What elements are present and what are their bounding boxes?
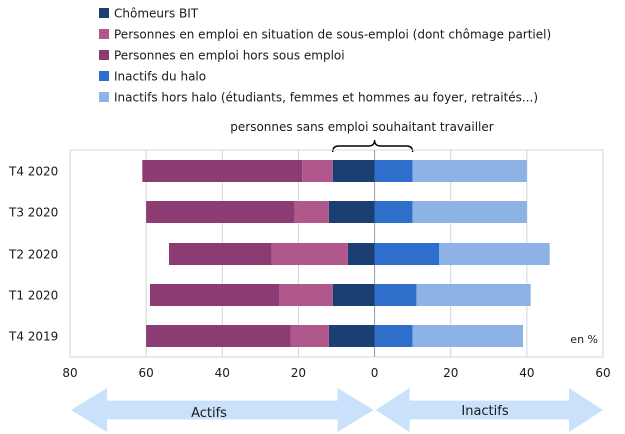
legend-entry: Personnes en emploi hors sous emploi <box>114 49 345 63</box>
category-labels: T4 2020 T3 2020 T2 2020 T1 2020 T4 2019 <box>8 165 58 344</box>
bar-segment <box>412 325 524 347</box>
bar-segment <box>332 284 375 306</box>
legend-swatch <box>99 8 109 18</box>
plot-area <box>69 149 604 358</box>
bar-segment <box>279 284 333 306</box>
bar-segment <box>271 243 348 265</box>
legend-entry: Inactifs hors halo (étudiants, femmes et… <box>114 91 538 105</box>
category-label: T4 2020 <box>8 165 58 179</box>
x-tick-label: 40 <box>519 366 534 380</box>
unit-label: en % <box>570 333 598 346</box>
plot-border <box>69 149 604 358</box>
bar-segment <box>374 284 417 306</box>
bar-segment <box>168 243 272 265</box>
x-tick-label: 0 <box>371 366 379 380</box>
category-label: T1 2020 <box>8 289 58 303</box>
bar-segment <box>347 243 375 265</box>
bar-segment <box>149 284 280 306</box>
bar-segment <box>146 201 295 223</box>
actifs-label: Actifs <box>191 406 227 421</box>
bar-segment <box>374 201 413 223</box>
inactifs-label: Inactifs <box>461 404 508 419</box>
bar-segment <box>374 243 440 265</box>
x-tick-labels: 80 60 40 20 0 20 40 60 <box>62 366 610 380</box>
bar-segment <box>328 201 375 223</box>
bar-segment <box>374 160 413 182</box>
bar-segment <box>142 160 303 182</box>
category-label: T4 2019 <box>8 330 58 344</box>
bars <box>142 160 550 347</box>
inactifs-arrow <box>375 388 603 432</box>
brace-annotation: personnes sans emploi souhaitant travail… <box>230 120 494 153</box>
bar-segment <box>146 325 291 347</box>
x-tick-label: 40 <box>215 366 230 380</box>
bar-segment <box>412 160 527 182</box>
bar-segment <box>332 160 375 182</box>
legend-swatch <box>99 29 109 39</box>
bar-segment <box>290 325 329 347</box>
legend-entry: Inactifs du halo <box>114 70 206 84</box>
x-tick-label: 60 <box>595 366 610 380</box>
bar-segment <box>294 201 329 223</box>
bar-segment <box>302 160 333 182</box>
x-tick-label: 20 <box>291 366 306 380</box>
bar-segment <box>412 201 527 223</box>
bar-segment <box>374 325 413 347</box>
category-label: T2 2020 <box>8 248 58 262</box>
legend-swatch <box>99 71 109 81</box>
x-tick-label: 20 <box>443 366 458 380</box>
legend-entry: Personnes en emploi en situation de sous… <box>114 28 551 42</box>
bar-segment <box>416 284 531 306</box>
legend-swatch <box>99 92 109 102</box>
legend-swatch <box>99 50 109 60</box>
side-arrows: Actifs Inactifs <box>71 388 603 432</box>
actifs-arrow <box>71 388 374 432</box>
bar-segment <box>328 325 375 347</box>
bar-segment <box>439 243 550 265</box>
legend-entry: Chômeurs BIT <box>114 7 199 21</box>
legend: Chômeurs BIT Personnes en emploi en situa… <box>99 7 551 105</box>
x-tick-label: 80 <box>62 366 77 380</box>
x-tick-label: 60 <box>139 366 154 380</box>
brace-shape <box>331 139 414 153</box>
category-label: T3 2020 <box>8 206 58 220</box>
brace-label: personnes sans emploi souhaitant travail… <box>230 120 493 134</box>
